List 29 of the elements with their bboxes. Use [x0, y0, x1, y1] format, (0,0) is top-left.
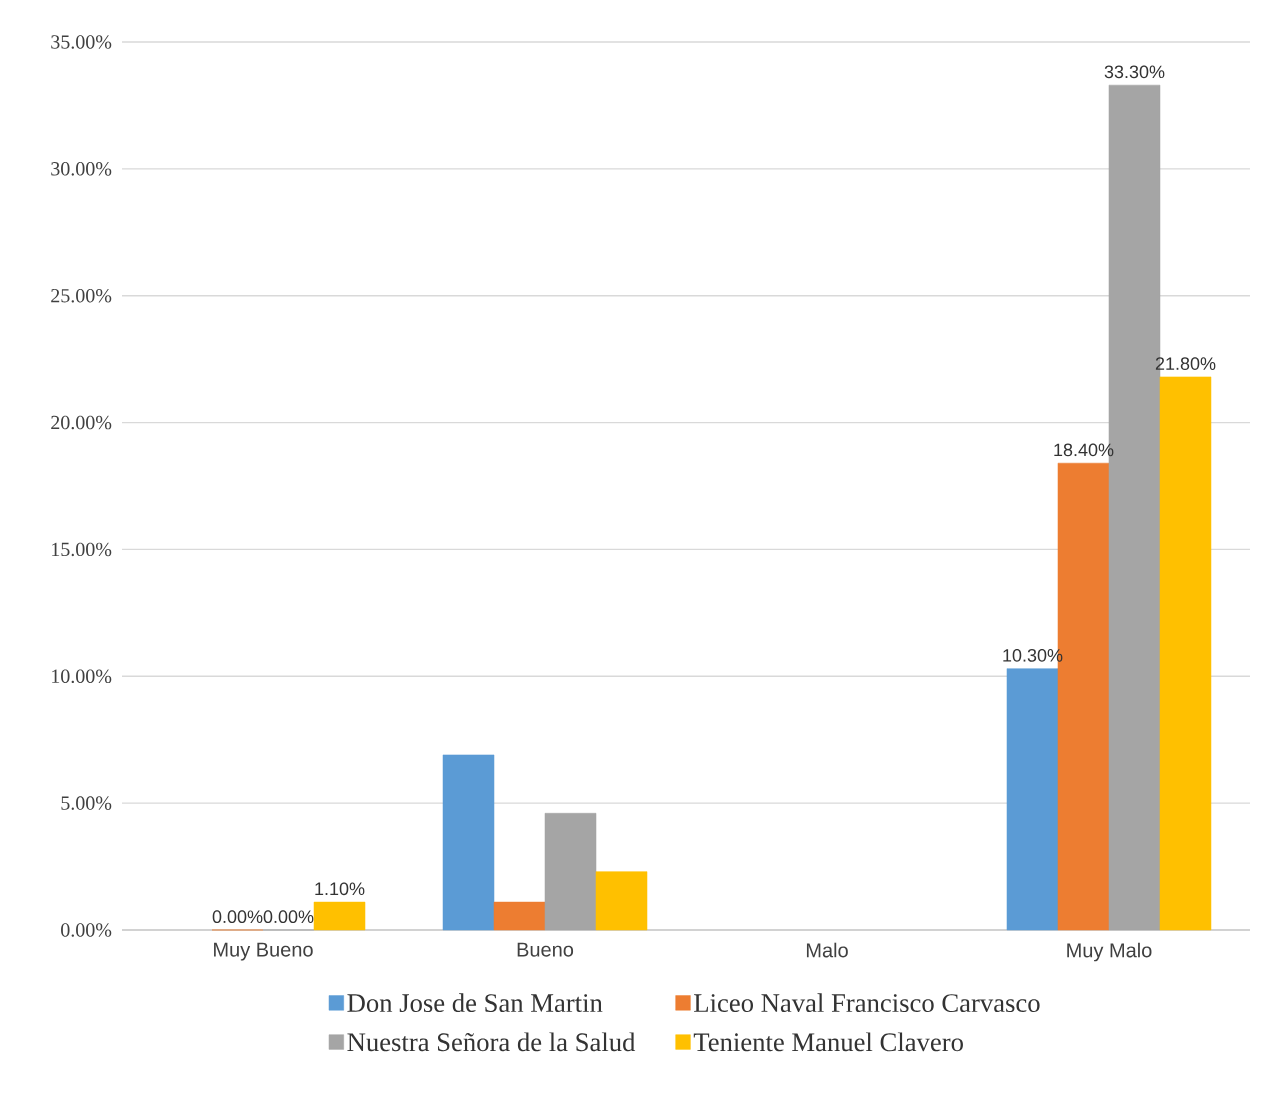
data-label: 1.10%: [315, 882, 365, 896]
bar: [1006, 668, 1059, 931]
y-tick-label: 25.00%: [51, 288, 112, 303]
y-tick-label: 10.00%: [52, 669, 112, 684]
legend-label: Liceo Naval Francisco Carvasco: [694, 993, 1040, 1013]
data-label: 18.40%: [1054, 443, 1114, 457]
data-label: 21.80%: [1155, 357, 1216, 370]
data-label: 0.00%: [212, 910, 263, 924]
data-label: 33.30%: [1104, 65, 1165, 79]
legend-label: Don Jose de San Martin: [347, 993, 603, 1013]
x-tick-label: Muy Malo: [1067, 942, 1152, 962]
y-tick-label: 0.00%: [61, 923, 112, 937]
y-tick-label: 30.00%: [51, 162, 112, 176]
bar: [493, 901, 546, 931]
y-tick-label: 20.00%: [51, 415, 112, 430]
legend-label: Teniente Manuel Clavero: [693, 1032, 963, 1052]
bar: [1159, 376, 1212, 931]
bar: [313, 901, 366, 931]
bar: [595, 871, 648, 931]
bar: [442, 754, 495, 931]
data-label: 0.00%: [263, 910, 314, 924]
y-tick-label: 15.00%: [52, 542, 112, 557]
bar: [544, 813, 597, 931]
y-tick-label: 35.00%: [51, 35, 112, 49]
x-tick-label: Bueno: [517, 942, 574, 957]
x-tick-label: Malo: [806, 942, 848, 958]
y-tick-label: 5.00%: [61, 796, 112, 810]
x-tick-label: Muy Bueno: [214, 942, 313, 961]
legend-label: Nuestra Señora de la Salud: [347, 1032, 636, 1052]
